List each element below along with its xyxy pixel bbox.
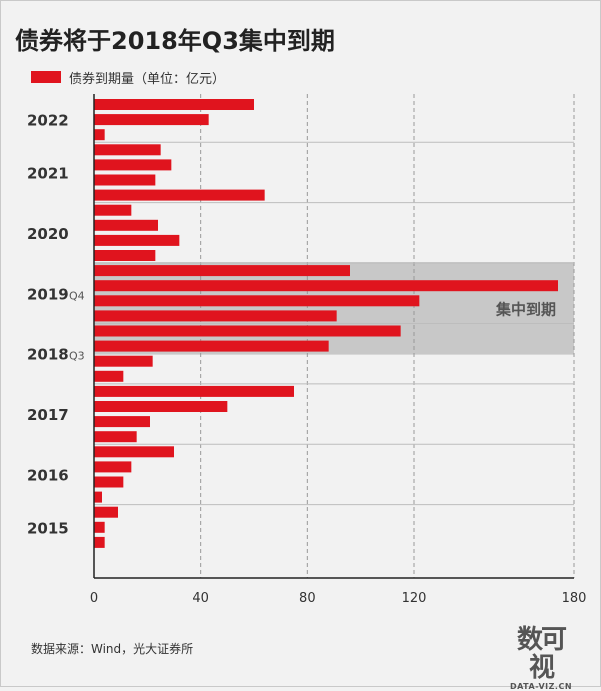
bar — [94, 401, 228, 412]
bar — [94, 325, 401, 337]
group-label: 2015 — [27, 519, 69, 537]
bar — [94, 416, 150, 428]
bar — [94, 219, 158, 231]
bar — [94, 370, 124, 382]
brand-mark: 数可视 — [516, 625, 567, 683]
bar — [94, 174, 156, 186]
bar — [94, 250, 156, 261]
x-tick-label: 80 — [299, 591, 316, 606]
bar — [94, 521, 105, 533]
bar — [94, 129, 105, 141]
chart-title: 债券将于2018年Q3集中到期 — [15, 27, 335, 55]
group-sublabel: Q3 — [69, 350, 85, 363]
bar — [94, 234, 180, 246]
bar — [94, 506, 118, 518]
group-label: 2017 — [27, 406, 69, 424]
bar — [94, 431, 137, 443]
bar — [94, 385, 294, 397]
bar — [94, 189, 265, 201]
bar — [94, 491, 102, 503]
legend-swatch — [31, 71, 61, 83]
bar — [94, 114, 209, 126]
bar-chart: 2022 2021 2020 2019 Q4 2018 Q3 2017 2016 2015 集中到期… — [27, 94, 587, 606]
group-label: 2018 — [27, 346, 69, 364]
bar — [94, 355, 153, 367]
bar — [94, 144, 161, 156]
bar — [94, 476, 124, 488]
highlight-band — [94, 262, 574, 355]
legend-label: 债券到期量（单位：亿元） — [69, 71, 226, 87]
bar — [94, 99, 254, 110]
group-label: 2020 — [27, 225, 69, 243]
bar — [94, 295, 420, 307]
x-tick-label: 120 — [402, 591, 427, 606]
group-label: 2022 — [27, 112, 69, 130]
x-tick-label: 0 — [90, 591, 98, 606]
bar — [94, 461, 132, 473]
highlight-label: 集中到期 — [495, 300, 556, 318]
x-tick-label: 180 — [562, 591, 587, 606]
x-tick-label: 40 — [192, 591, 209, 606]
bar — [94, 280, 558, 292]
source-note: 数据来源：Wind，光大证券所 — [31, 642, 194, 656]
brand-logo: 数可视 DATA-VIZ.CN — [506, 626, 576, 691]
group-sublabel: Q4 — [69, 289, 85, 302]
group-label: 2021 — [27, 164, 69, 182]
legend: 债券到期量（单位：亿元） — [31, 69, 226, 87]
group-label: 2016 — [27, 466, 69, 484]
group-label: 2019 — [27, 285, 69, 303]
bar — [94, 310, 337, 322]
bar — [94, 159, 172, 171]
bar — [94, 204, 132, 216]
bar — [94, 446, 174, 458]
bar — [94, 265, 350, 277]
bar — [94, 340, 329, 352]
bar — [94, 536, 105, 548]
